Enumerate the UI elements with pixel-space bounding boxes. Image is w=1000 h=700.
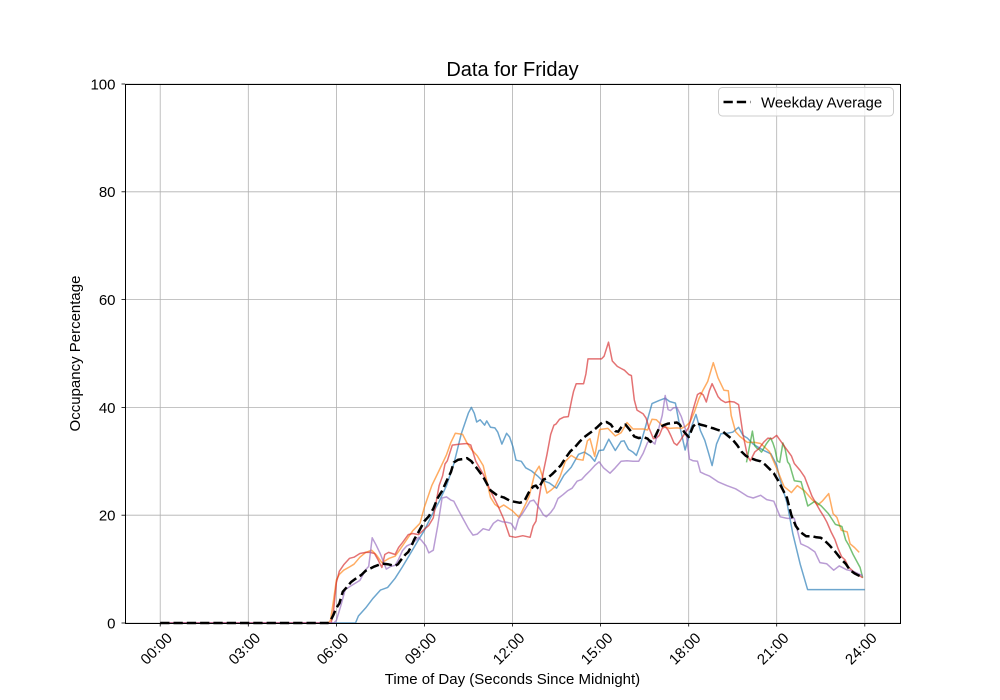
svg-text:60: 60 (99, 292, 116, 309)
svg-text:Data for Friday: Data for Friday (446, 59, 578, 81)
svg-text:20: 20 (99, 508, 116, 525)
svg-text:Time of Day (Seconds Since Mid: Time of Day (Seconds Since Midnight) (385, 671, 640, 688)
svg-text:0: 0 (107, 615, 115, 632)
svg-text:Occupancy Percentage: Occupancy Percentage (67, 276, 84, 432)
svg-text:80: 80 (99, 184, 116, 201)
svg-text:100: 100 (90, 76, 115, 93)
svg-text:40: 40 (99, 400, 116, 417)
svg-text:Weekday Average: Weekday Average (761, 95, 882, 112)
